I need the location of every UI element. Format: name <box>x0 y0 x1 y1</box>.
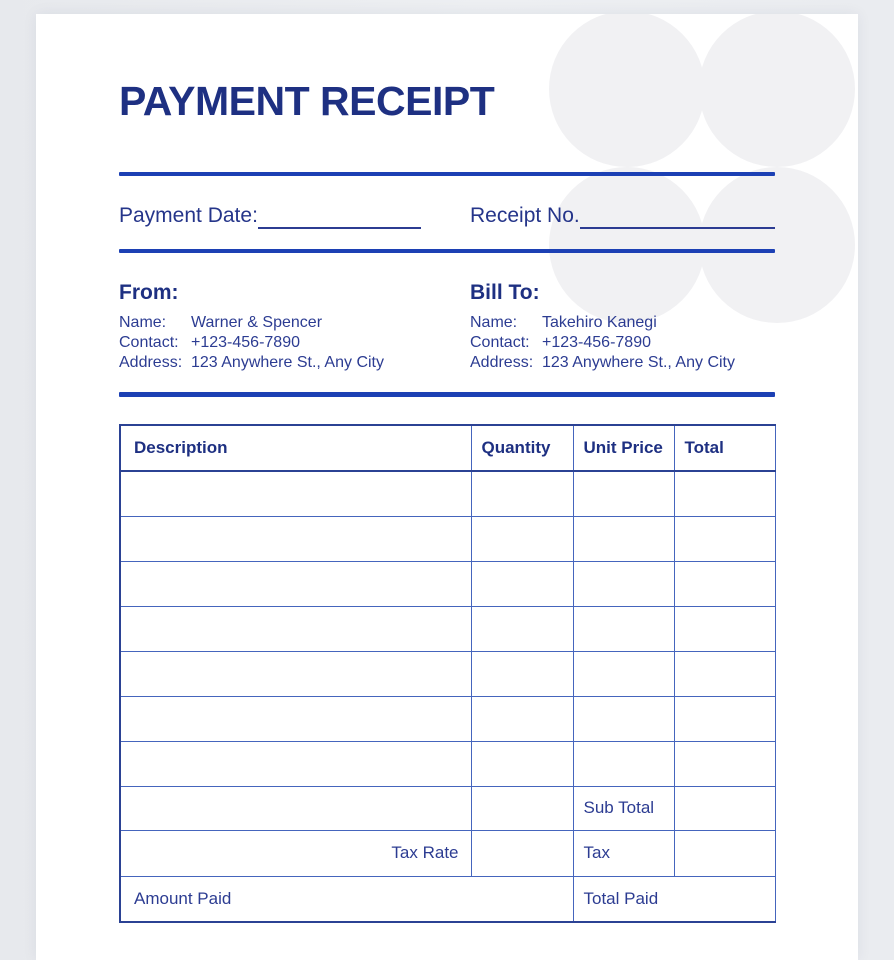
payment-date-input-line[interactable] <box>257 205 421 229</box>
blank-cell[interactable] <box>470 560 574 607</box>
blank-cell[interactable] <box>119 515 472 562</box>
tax-label-cell: Tax <box>572 829 675 877</box>
subtotal-label-cell: Sub Total <box>572 785 675 831</box>
total-paid-label-cell: Total Paid <box>572 875 776 923</box>
meta-row: Payment Date: Receipt No. <box>119 203 775 229</box>
receipt-no-field: Receipt No. <box>470 203 775 229</box>
blank-cell[interactable] <box>572 695 675 742</box>
decorative-circle <box>549 167 705 323</box>
receipt-no-input-line[interactable] <box>579 205 775 229</box>
bill-to-heading: Bill To: <box>470 281 540 304</box>
divider-under-meta <box>119 249 775 253</box>
column-header-unit-price: Unit Price <box>572 424 675 472</box>
bill-contact-row: Contact: +123-456-7890 <box>470 333 775 353</box>
decorative-circle <box>699 14 855 167</box>
blank-cell[interactable] <box>119 650 472 697</box>
blank-cell[interactable] <box>470 515 574 562</box>
tax-rate-label-cell: Tax Rate <box>119 829 472 877</box>
bill-to-section: Bill To: Name: Takehiro Kanegi Contact: … <box>470 280 775 373</box>
line-items-table: Description Quantity Unit Price Total Su… <box>119 424 776 923</box>
blank-cell[interactable] <box>119 740 472 787</box>
address-label: Address: <box>470 354 534 371</box>
blank-cell[interactable] <box>119 785 472 831</box>
blank-cell[interactable] <box>470 695 574 742</box>
blank-cell[interactable] <box>673 695 776 742</box>
blank-line-item-row <box>119 740 776 787</box>
tax-row: Tax Rate Tax <box>119 829 776 877</box>
receipt-page: PAYMENT RECEIPT Payment Date: Receipt No… <box>36 14 858 960</box>
blank-cell[interactable] <box>119 605 472 652</box>
blank-line-item-row <box>119 695 776 742</box>
receipt-content: PAYMENT RECEIPT Payment Date: Receipt No… <box>119 14 776 923</box>
from-contact-value: +123-456-7890 <box>191 334 300 351</box>
from-heading: From: <box>119 281 179 304</box>
blank-cell[interactable] <box>572 560 675 607</box>
blank-cell[interactable] <box>673 740 776 787</box>
table-header: Description Quantity Unit Price Total <box>119 424 776 472</box>
blank-line-item-row <box>119 515 776 562</box>
blank-cell[interactable] <box>572 650 675 697</box>
from-name-row: Name: Warner & Spencer <box>119 313 470 333</box>
tax-rate-value-cell[interactable] <box>470 829 574 877</box>
divider-above-table <box>119 392 775 397</box>
name-label: Name: <box>470 314 518 331</box>
page-title: PAYMENT RECEIPT <box>119 78 495 124</box>
blank-cell[interactable] <box>470 605 574 652</box>
contact-label: Contact: <box>470 334 530 351</box>
parties-section: From: Name: Warner & Spencer Contact: +1… <box>119 280 775 373</box>
bill-name-value: Takehiro Kanegi <box>542 314 657 331</box>
blank-line-item-row <box>119 605 776 652</box>
from-address-row: Address: 123 Anywhere St., Any City <box>119 353 470 373</box>
table-header-row: Description Quantity Unit Price Total <box>119 424 776 472</box>
subtotal-value-cell[interactable] <box>673 785 776 831</box>
table-blank-rows <box>119 470 776 787</box>
subtotal-row: Sub Total <box>119 785 776 831</box>
blank-cell[interactable] <box>673 515 776 562</box>
payment-date-field: Payment Date: <box>119 203 421 229</box>
blank-cell[interactable] <box>470 470 574 517</box>
from-contact-row: Contact: +123-456-7890 <box>119 333 470 353</box>
contact-label: Contact: <box>119 334 179 351</box>
blank-cell[interactable] <box>673 470 776 517</box>
total-paid-row: Amount Paid Total Paid <box>119 875 776 923</box>
column-header-total: Total <box>673 424 776 472</box>
receipt-no-label: Receipt No. <box>470 204 580 227</box>
table-summary: Sub Total Tax Rate Tax Amount Paid Total… <box>119 785 776 923</box>
blank-line-item-row <box>119 650 776 697</box>
bill-contact-value: +123-456-7890 <box>542 334 651 351</box>
name-label: Name: <box>119 314 167 331</box>
decorative-circle <box>549 14 705 167</box>
blank-cell[interactable] <box>572 515 675 562</box>
payment-date-label: Payment Date: <box>119 204 258 227</box>
blank-cell[interactable] <box>673 605 776 652</box>
decorative-circle <box>699 167 855 323</box>
from-section: From: Name: Warner & Spencer Contact: +1… <box>119 280 470 373</box>
blank-cell[interactable] <box>470 740 574 787</box>
from-name-value: Warner & Spencer <box>191 314 323 331</box>
blank-cell[interactable] <box>673 650 776 697</box>
blank-cell[interactable] <box>572 605 675 652</box>
column-header-description: Description <box>119 424 472 472</box>
blank-cell[interactable] <box>119 560 472 607</box>
tax-value-cell[interactable] <box>673 829 776 877</box>
bill-name-row: Name: Takehiro Kanegi <box>470 313 775 333</box>
bill-address-row: Address: 123 Anywhere St., Any City <box>470 353 775 373</box>
bill-address-value: 123 Anywhere St., Any City <box>542 354 735 371</box>
blank-cell[interactable] <box>119 695 472 742</box>
column-header-quantity: Quantity <box>470 424 574 472</box>
blank-line-item-row <box>119 470 776 517</box>
address-label: Address: <box>119 354 183 371</box>
blank-cell[interactable] <box>572 740 675 787</box>
blank-cell[interactable] <box>119 470 472 517</box>
from-address-value: 123 Anywhere St., Any City <box>191 354 384 371</box>
blank-cell[interactable] <box>470 785 574 831</box>
blank-cell[interactable] <box>673 560 776 607</box>
blank-cell[interactable] <box>470 650 574 697</box>
divider-under-title <box>119 172 775 176</box>
blank-cell[interactable] <box>572 470 675 517</box>
amount-paid-label-cell: Amount Paid <box>119 875 574 923</box>
blank-line-item-row <box>119 560 776 607</box>
